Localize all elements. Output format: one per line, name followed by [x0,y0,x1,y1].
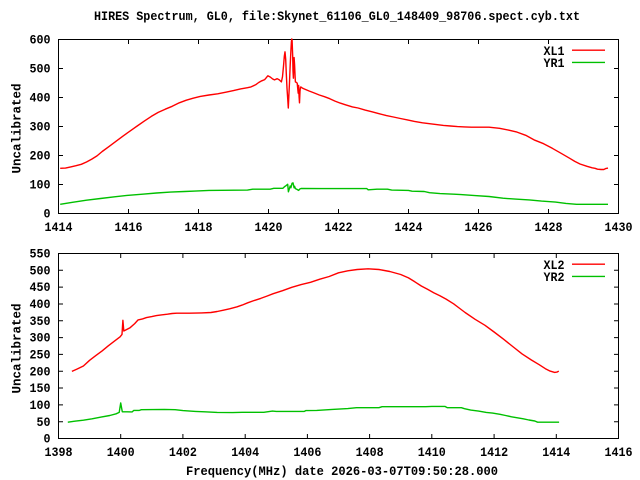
svg-text:Frequency(MHz) date 2026-03-07: Frequency(MHz) date 2026-03-07T09:50:28.… [186,465,498,479]
svg-text:50: 50 [37,416,51,430]
svg-text:200: 200 [30,365,51,379]
svg-text:Uncalibrated: Uncalibrated [11,304,25,394]
svg-text:0: 0 [44,433,51,447]
svg-text:YR1: YR1 [544,57,565,71]
svg-text:0: 0 [44,208,51,222]
svg-text:600: 600 [30,34,51,48]
svg-text:400: 400 [30,92,51,106]
svg-text:550: 550 [30,248,51,262]
svg-text:350: 350 [30,315,51,329]
svg-text:100: 100 [30,399,51,413]
svg-text:1424: 1424 [395,221,423,235]
svg-text:XL1: XL1 [544,45,565,59]
svg-text:1430: 1430 [605,221,633,235]
svg-text:450: 450 [30,281,51,295]
svg-text:1412: 1412 [480,446,508,460]
svg-text:500: 500 [30,264,51,278]
svg-text:1404: 1404 [231,446,259,460]
svg-text:HIRES Spectrum, GL0, file:Skyn: HIRES Spectrum, GL0, file:Skynet_61106_G… [94,10,580,24]
svg-text:200: 200 [30,150,51,164]
svg-text:1400: 1400 [107,446,135,460]
svg-text:300: 300 [30,121,51,135]
svg-text:1420: 1420 [255,221,283,235]
svg-text:XL2: XL2 [544,259,565,273]
svg-text:1416: 1416 [605,446,633,460]
svg-text:1402: 1402 [169,446,197,460]
svg-text:1410: 1410 [418,446,446,460]
svg-text:1408: 1408 [356,446,384,460]
svg-text:300: 300 [30,332,51,346]
svg-text:1418: 1418 [185,221,213,235]
svg-text:YR2: YR2 [544,271,565,285]
svg-text:1426: 1426 [465,221,493,235]
svg-text:1414: 1414 [542,446,570,460]
svg-text:1406: 1406 [293,446,321,460]
svg-text:150: 150 [30,382,51,396]
svg-text:1422: 1422 [325,221,353,235]
svg-text:1428: 1428 [535,221,563,235]
svg-text:400: 400 [30,298,51,312]
svg-text:500: 500 [30,63,51,77]
svg-text:100: 100 [30,179,51,193]
svg-text:250: 250 [30,349,51,363]
svg-text:1416: 1416 [115,221,143,235]
svg-text:Uncalibrated: Uncalibrated [11,84,25,174]
svg-text:1398: 1398 [45,446,73,460]
svg-text:1414: 1414 [45,221,73,235]
